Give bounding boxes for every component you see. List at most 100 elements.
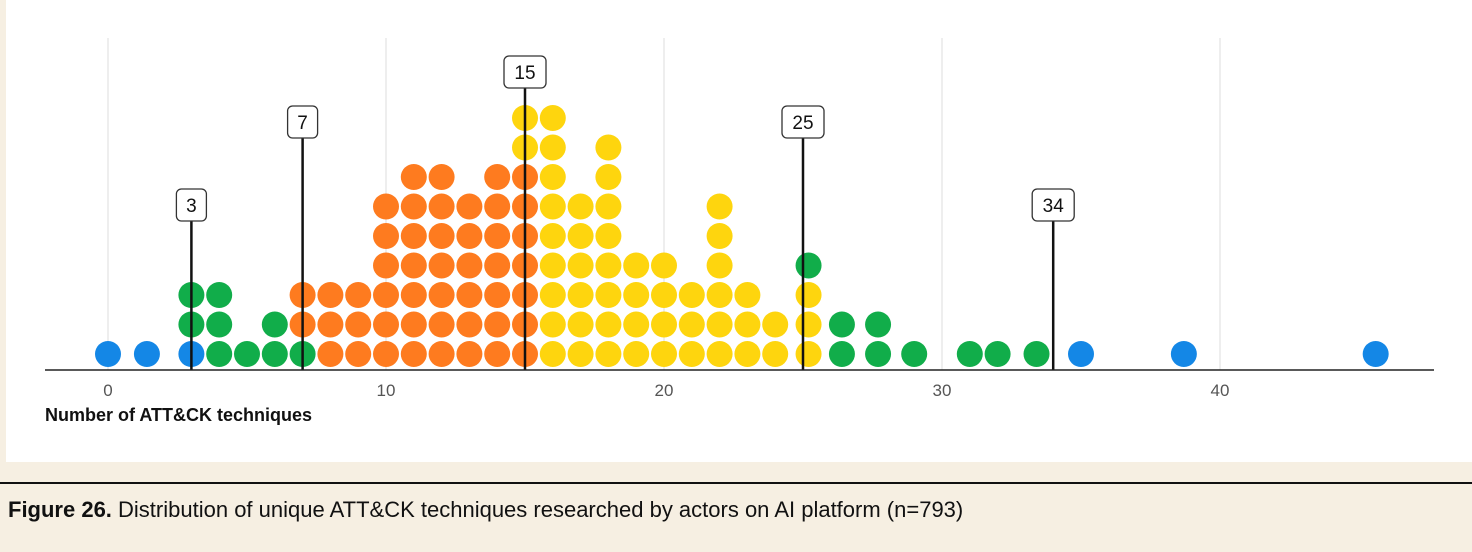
- dot-yellow: [539, 252, 566, 279]
- dot-yellow: [623, 252, 650, 279]
- dot-orange: [400, 223, 427, 249]
- dot-yellow: [734, 311, 761, 338]
- dot-blue: [1068, 341, 1094, 367]
- dot-orange: [456, 341, 483, 367]
- marker-label: 3: [186, 196, 197, 217]
- dot-yellow: [651, 252, 677, 279]
- dot-green: [865, 341, 892, 367]
- dot-green: [206, 282, 233, 308]
- dot-yellow: [706, 193, 733, 220]
- figure-caption-text: Distribution of unique ATT&CK techniques…: [111, 497, 964, 522]
- dot-yellow: [539, 223, 566, 249]
- dot-yellow: [567, 311, 594, 338]
- dot-yellow: [595, 282, 622, 308]
- dot-yellow: [795, 311, 822, 338]
- dot-orange: [345, 311, 372, 338]
- dot-orange: [400, 311, 427, 338]
- dot-yellow: [706, 311, 733, 338]
- dot-orange: [456, 311, 483, 338]
- dot-yellow: [706, 341, 733, 367]
- dot-yellow: [539, 164, 566, 190]
- chart-panel: 3 7 15 25 34 0 10 20 30 40 Number of ATT&CK tech…: [6, 0, 1472, 462]
- beeswarm-chart: 3 7 15 25 34 0 10 20 30 40 Number of ATT&CK tech…: [45, 38, 1434, 425]
- dot-green: [261, 311, 288, 338]
- x-tick-label: 0: [103, 381, 112, 400]
- dot-orange: [428, 164, 455, 190]
- marker-box: [1031, 188, 1075, 222]
- dot-orange: [400, 164, 427, 190]
- dot-orange: [428, 223, 455, 249]
- dot-orange: [345, 282, 372, 308]
- dot-yellow: [651, 311, 677, 338]
- dot-green: [261, 341, 288, 367]
- dot-yellow: [539, 311, 566, 338]
- dot-green: [984, 341, 1011, 367]
- dot-yellow: [762, 341, 789, 367]
- dot-yellow: [706, 282, 733, 308]
- percentile-markers: 3 7 15 25 34: [175, 55, 1075, 370]
- dot-orange: [428, 193, 455, 220]
- dot-yellow: [795, 341, 822, 367]
- x-tick-label: 10: [377, 381, 396, 400]
- dot-yellow: [595, 341, 622, 367]
- dot-orange: [456, 282, 483, 308]
- dot-yellow: [595, 193, 622, 220]
- marker-box: [175, 188, 208, 222]
- x-tick-label: 30: [933, 381, 952, 400]
- dot-blue: [133, 341, 160, 367]
- dot-orange: [373, 311, 399, 338]
- dot-orange: [484, 311, 511, 338]
- dot-orange: [400, 252, 427, 279]
- dot-orange: [317, 282, 344, 308]
- dot-orange: [428, 341, 455, 367]
- dot-yellow: [595, 223, 622, 249]
- dot-orange: [428, 311, 455, 338]
- marker-label: 34: [1043, 196, 1065, 217]
- dot-orange: [484, 252, 511, 279]
- marker-box: [286, 105, 319, 139]
- dot-yellow: [706, 223, 733, 249]
- dot-yellow: [539, 134, 566, 161]
- dot-yellow: [567, 223, 594, 249]
- dot-orange: [373, 341, 399, 367]
- dot-blue: [1362, 341, 1389, 367]
- dot-orange: [317, 341, 344, 367]
- dot-orange: [484, 193, 511, 220]
- dots: [95, 105, 1389, 367]
- dot-blue: [95, 341, 121, 367]
- dot-orange: [428, 252, 455, 279]
- dot-green: [234, 341, 260, 367]
- dot-yellow: [595, 252, 622, 279]
- dot-orange: [400, 341, 427, 367]
- dot-orange: [484, 282, 511, 308]
- marker-label: 15: [514, 63, 535, 84]
- dot-yellow: [734, 282, 761, 308]
- dot-green: [956, 341, 983, 367]
- dot-green: [828, 341, 855, 367]
- dot-yellow: [567, 282, 594, 308]
- dot-orange: [484, 223, 511, 249]
- x-tick-label: 20: [655, 381, 674, 400]
- dot-yellow: [539, 341, 566, 367]
- dot-green: [828, 311, 855, 338]
- dot-orange: [373, 193, 399, 220]
- dot-orange: [317, 311, 344, 338]
- dot-yellow: [706, 252, 733, 279]
- dot-orange: [345, 341, 372, 367]
- marker-box: [503, 55, 547, 89]
- dot-yellow: [595, 164, 622, 190]
- dot-yellow: [539, 193, 566, 220]
- marker-label: 25: [792, 113, 813, 134]
- dot-yellow: [678, 282, 705, 308]
- dot-green: [865, 311, 892, 338]
- dot-orange: [400, 282, 427, 308]
- dot-yellow: [734, 341, 761, 367]
- dot-orange: [373, 282, 399, 308]
- dot-green: [901, 341, 928, 367]
- marker-label: 7: [297, 113, 308, 134]
- dot-green: [1023, 341, 1050, 367]
- dot-blue: [1170, 341, 1197, 367]
- dot-yellow: [678, 341, 705, 367]
- dot-yellow: [623, 311, 650, 338]
- marker-box: [781, 105, 825, 139]
